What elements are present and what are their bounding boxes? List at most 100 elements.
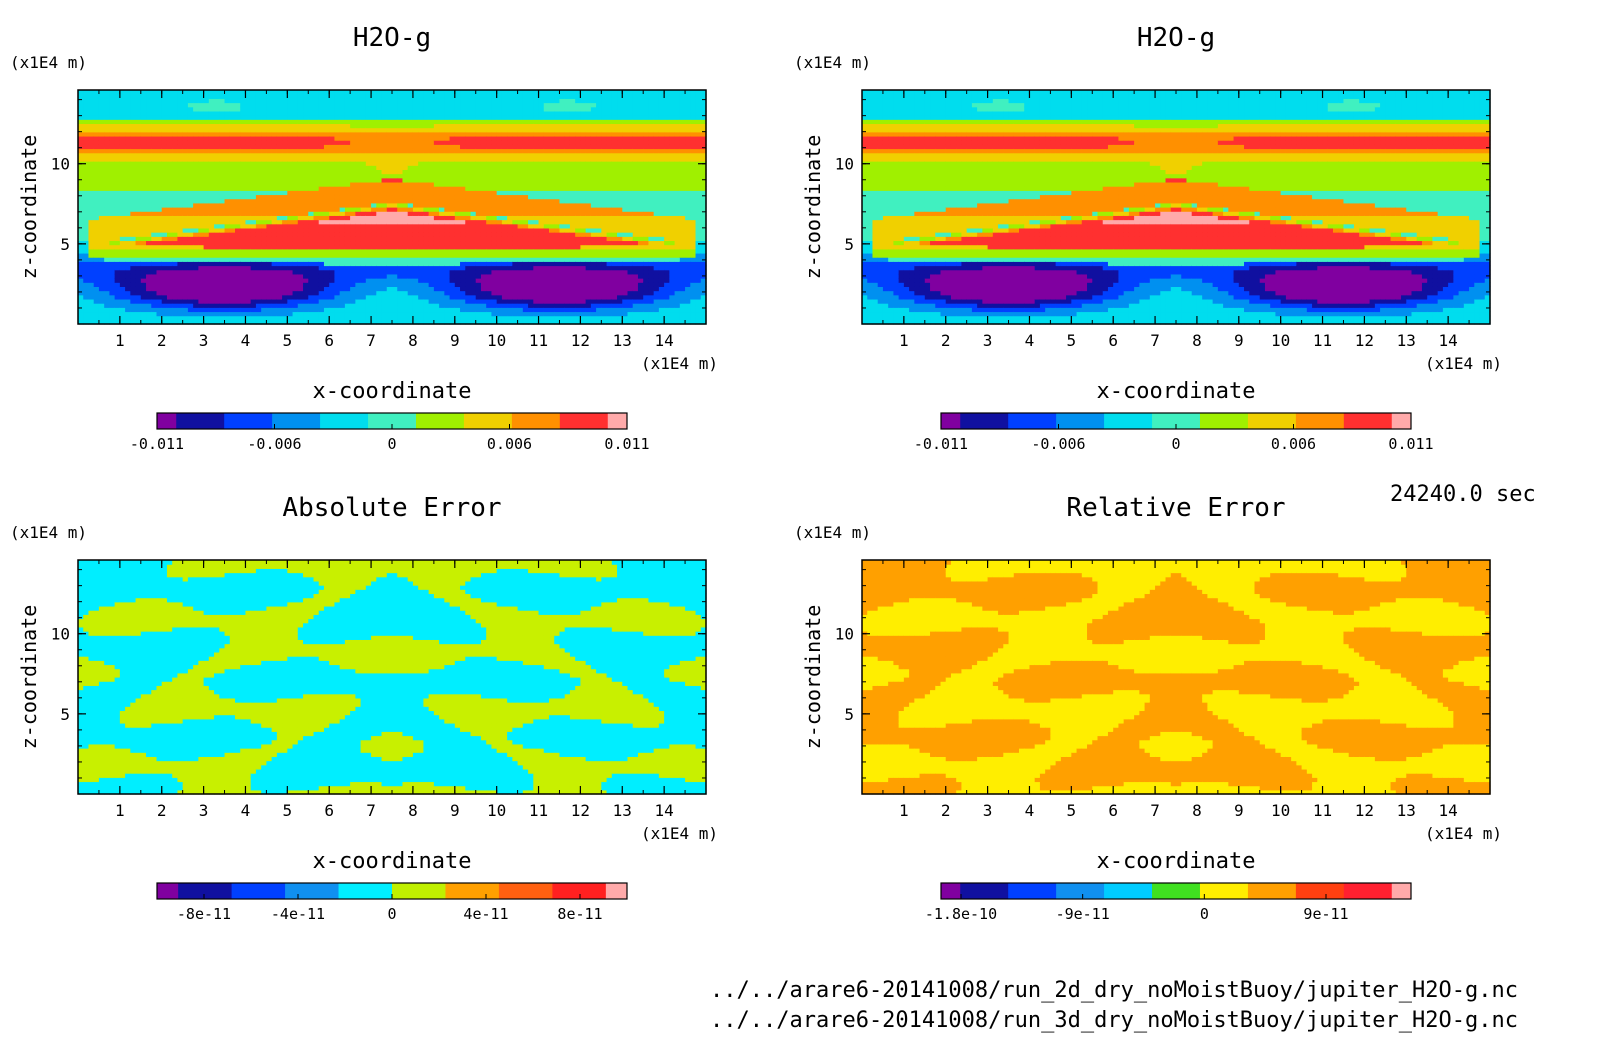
colorbar-swatch [1248, 883, 1296, 899]
y-tick-label: 10 [51, 625, 70, 644]
colorbar-swatch [285, 883, 339, 899]
x-tick-label: 2 [941, 331, 951, 350]
colorbar-swatch [157, 883, 179, 899]
file-path-2d: ../../arare6-20141008/run_2d_dry_noMoist… [710, 978, 1604, 1003]
colorbar-swatch [1152, 883, 1200, 899]
x-tick-label: 11 [1313, 801, 1332, 820]
x-tick-label: 4 [1025, 801, 1035, 820]
colorbar-swatch [960, 413, 1008, 429]
chart-panel-4: Relative Error(x1E4 m)1 2 3 4 5 6 7 8 9 10 11 12 13 1… [794, 493, 1502, 923]
y-tick-label: 5 [844, 705, 854, 724]
colorbar-label: 0 [1171, 435, 1180, 453]
colorbar: -1.8e-10 -9e-11 0 9e-11 [925, 883, 1412, 923]
colorbar-swatch [552, 883, 606, 899]
chart-title: Absolute Error [282, 493, 501, 523]
colorbar-swatch [320, 413, 368, 429]
x-tick-label: 13 [613, 331, 632, 350]
file-path-3d: ../../arare6-20141008/run_3d_dry_noMoist… [710, 1008, 1604, 1033]
x-tick-label: 6 [324, 801, 334, 820]
colorbar-label: -0.006 [247, 435, 301, 453]
y-tick-label: 5 [844, 235, 854, 254]
y-tick-label: 10 [835, 155, 854, 174]
x-tick-label: 6 [1108, 801, 1118, 820]
x-tick-label: 1 [899, 331, 909, 350]
x-tick-label: 12 [1355, 801, 1374, 820]
x-axis-label: x-coordinate [313, 849, 472, 874]
x-tick-label: 5 [283, 801, 293, 820]
colorbar-swatch [512, 413, 560, 429]
colorbar-swatch [1008, 883, 1056, 899]
contour-field [78, 560, 707, 795]
x-tick-label: 7 [366, 331, 376, 350]
x-tick-label: 8 [408, 331, 418, 350]
colorbar-label: 0 [387, 435, 396, 453]
colorbar: -0.011 -0.006 0 0.006 0.011 [130, 413, 650, 453]
x-tick-label: 8 [408, 801, 418, 820]
x-tick-label: 8 [1192, 331, 1202, 350]
x-tick-label: 1 [115, 801, 125, 820]
x-tick-label: 2 [157, 801, 167, 820]
x-unit-label: (x1E4 m) [1425, 824, 1502, 843]
y-unit-label: (x1E4 m) [10, 523, 87, 542]
x-tick-label: 4 [1025, 331, 1035, 350]
colorbar-label: -4e-11 [271, 905, 325, 923]
x-tick-label: 14 [655, 801, 674, 820]
contour-field [862, 560, 1491, 795]
colorbar-swatch [272, 413, 320, 429]
x-tick-label: 10 [487, 331, 506, 350]
x-tick-label: 8 [1192, 801, 1202, 820]
x-tick-label: 14 [1439, 331, 1458, 350]
x-tick-label: 12 [571, 801, 590, 820]
x-axis-label: x-coordinate [1097, 379, 1256, 404]
colorbar-swatch [606, 883, 628, 899]
colorbar-swatch [1248, 413, 1296, 429]
colorbar-swatch [178, 883, 232, 899]
colorbar-label: 9e-11 [1303, 905, 1348, 923]
y-axis-label: z-coordinate [17, 605, 41, 750]
colorbar-label: -1.8e-10 [925, 905, 997, 923]
y-tick-label: 5 [60, 705, 70, 724]
x-tick-label: 9 [1234, 801, 1244, 820]
colorbar-swatch [1296, 413, 1344, 429]
x-tick-label: 3 [983, 801, 993, 820]
colorbar-swatch [1056, 413, 1104, 429]
colorbar-swatch [560, 413, 608, 429]
x-tick-label: 4 [241, 331, 251, 350]
x-axis-label: x-coordinate [313, 379, 472, 404]
x-tick-label: 9 [450, 801, 460, 820]
chart-panel-1: H2O-g(x1E4 m)1 2 3 4 5 6 7 8 9 10 11 12 13 14510(x1E4… [10, 23, 718, 453]
colorbar-swatch [1392, 413, 1412, 429]
colorbar-swatch [232, 883, 286, 899]
x-tick-label: 12 [571, 331, 590, 350]
x-tick-label: 1 [899, 801, 909, 820]
colorbar-label: -9e-11 [1056, 905, 1110, 923]
y-axis-label: z-coordinate [801, 135, 825, 280]
contour-field [862, 90, 1491, 325]
x-unit-label: (x1E4 m) [641, 354, 718, 373]
y-unit-label: (x1E4 m) [10, 53, 87, 72]
colorbar-swatch [176, 413, 224, 429]
x-tick-label: 4 [241, 801, 251, 820]
x-tick-label: 11 [529, 801, 548, 820]
colorbar-label: 0 [1200, 905, 1209, 923]
x-tick-label: 3 [199, 801, 209, 820]
x-tick-label: 13 [1397, 331, 1416, 350]
x-tick-label: 10 [1271, 331, 1290, 350]
colorbar-swatch [608, 413, 628, 429]
time-label: 24240.0 sec [1390, 482, 1604, 507]
x-tick-label: 2 [941, 801, 951, 820]
x-tick-label: 11 [1313, 331, 1332, 350]
colorbar-swatch [392, 883, 446, 899]
y-tick-label: 5 [60, 235, 70, 254]
contour-field [78, 90, 707, 325]
y-axis-label: z-coordinate [801, 605, 825, 750]
colorbar-swatch [941, 883, 961, 899]
y-unit-label: (x1E4 m) [794, 53, 871, 72]
x-tick-label: 14 [655, 331, 674, 350]
colorbar-swatch [1200, 413, 1248, 429]
x-unit-label: (x1E4 m) [641, 824, 718, 843]
colorbar-label: 4e-11 [463, 905, 508, 923]
x-tick-label: 3 [199, 331, 209, 350]
x-tick-label: 11 [529, 331, 548, 350]
